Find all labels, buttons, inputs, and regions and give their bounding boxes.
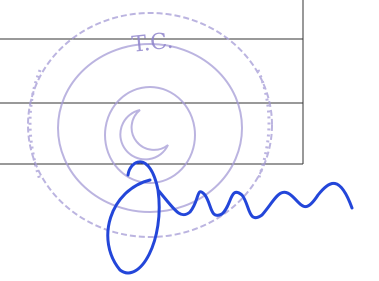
- document-fragment: T.C.: [0, 0, 379, 281]
- paper: [0, 0, 379, 281]
- page: T.C. (() => { const data = JSON.parse(do…: [0, 0, 379, 281]
- stamp-text: T.C.: [131, 29, 175, 58]
